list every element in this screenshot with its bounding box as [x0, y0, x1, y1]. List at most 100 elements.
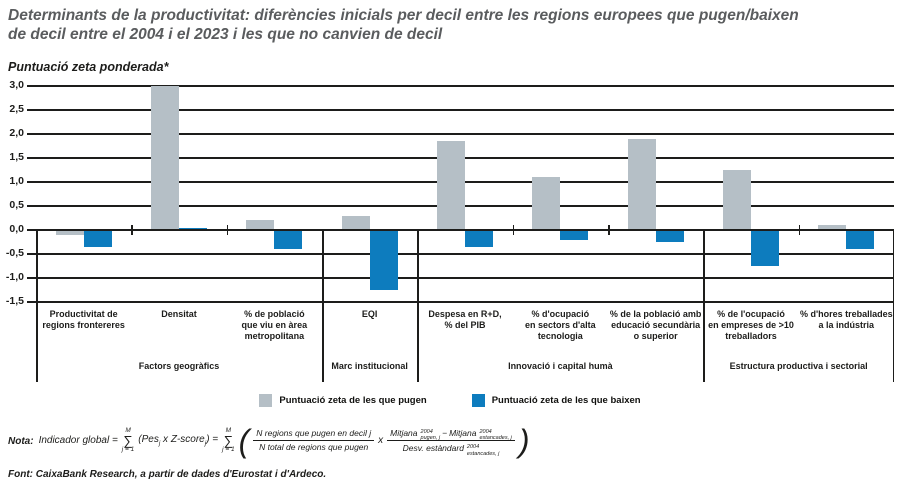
supsub: 2004 estancades, j [466, 444, 500, 457]
y-tick-label: -0,5 [5, 247, 24, 259]
bar-pugen-1[interactable] [55, 230, 84, 235]
y-tick-label: 2,0 [9, 127, 24, 139]
times-sign: x [378, 435, 384, 447]
y-axis-tick [27, 133, 36, 135]
weight-fraction: N regions que pugen en decil j N total d… [253, 428, 375, 453]
y-tick-label: 1,0 [9, 175, 24, 187]
bar-baixen-4[interactable] [369, 230, 398, 290]
group-separator [892, 230, 894, 382]
supsub: 2004 estancades, j [479, 429, 512, 442]
bar-baixen-3[interactable] [274, 230, 303, 250]
legend: Puntuació zeta de les que pugen Puntuació… [0, 394, 900, 407]
category-label: Despesa en R+D, % del PIB [428, 309, 502, 330]
category-label: Densitat [161, 309, 197, 319]
y-tick-label: -1,0 [5, 271, 24, 283]
y-tick-label: 1,5 [9, 151, 24, 163]
gridline [36, 253, 894, 255]
gridline [36, 205, 894, 207]
gridline [36, 133, 894, 135]
bar-baixen-2[interactable] [179, 227, 207, 230]
group-separator [417, 230, 419, 382]
legend-item-pugen: Puntuació zeta de les que pugen [259, 394, 427, 407]
category-tick [608, 225, 610, 235]
y-axis-tick [27, 277, 36, 279]
y-axis-tick [27, 109, 36, 111]
supsub: 2004 pugen, j [420, 429, 441, 442]
bar-pugen-6[interactable] [532, 177, 561, 230]
category-label: % de l'ocupació en empreses de >10 treba… [708, 309, 794, 341]
gridline [36, 109, 894, 111]
bar-baixen-7[interactable] [655, 230, 684, 242]
group-label: Factors geogràfics [138, 361, 220, 371]
group-label: Marc institucional [331, 361, 408, 371]
note: Nota: Indicador global = M ∑ j = 1 (Pesj… [8, 418, 530, 464]
bar-pugen-9[interactable] [818, 225, 847, 230]
legend-swatch-baixen [471, 394, 485, 407]
category-label: % d'hores treballades a la indústria [799, 309, 893, 330]
legend-label: Puntuació zeta de les que pugen [279, 395, 427, 406]
bar-baixen-9[interactable] [846, 230, 875, 250]
gridline [36, 277, 894, 279]
open-paren: ( [238, 422, 250, 459]
group-label: Estructura productiva i sectorial [729, 361, 868, 371]
category-label: EQI [361, 309, 378, 319]
y-axis-tick [27, 85, 36, 87]
bar-baixen-8[interactable] [751, 230, 779, 266]
bar-baixen-1[interactable] [83, 230, 112, 247]
y-tick-label: 3,0 [9, 79, 24, 91]
y-tick-label: 0,0 [9, 223, 24, 235]
gridline [36, 157, 894, 159]
sum-symbol: M ∑ j = 1 [121, 426, 135, 454]
gridline [36, 181, 894, 183]
gridline [36, 301, 894, 303]
axis-unit-label: Puntuació zeta ponderada* [8, 60, 169, 74]
zscore-fraction: Mitjana 2004 pugen, j − Mitjana 2004 estanca… [387, 427, 515, 457]
y-axis-tick [27, 205, 36, 207]
category-label: % d'ocupació en sectors d'alta tecnologi… [524, 309, 596, 341]
category-tick [226, 225, 229, 235]
group-separator [703, 230, 705, 382]
sum-symbol: M ∑ j = 1 [222, 426, 235, 454]
formula-lhs: Indicador global = [38, 435, 118, 447]
formula-weighted-term: (Pesj x Z-scorej) = [138, 434, 219, 448]
y-axis-tick [27, 229, 36, 231]
category-tick [512, 225, 515, 235]
y-tick-label: 0,5 [9, 199, 24, 211]
legend-swatch-pugen [259, 394, 273, 407]
category-tick [798, 225, 801, 235]
source-line: Font: CaixaBank Research, a partir de da… [8, 469, 327, 480]
legend-label: Puntuació zeta de les que baixen [491, 395, 641, 406]
x-axis-zero-line [36, 229, 894, 231]
bar-pugen-8[interactable] [723, 170, 751, 230]
category-label: % de la població amb educació secundària… [609, 309, 702, 341]
bar-pugen-3[interactable] [246, 220, 275, 230]
gridline [36, 85, 894, 87]
note-label: Nota: [8, 435, 34, 447]
group-separator [322, 230, 324, 382]
bar-pugen-2[interactable] [151, 86, 179, 230]
formula: Indicador global = M ∑ j = 1 (Pesj x Z-s… [38, 422, 530, 459]
category-tick [131, 225, 133, 235]
group-separator [36, 230, 38, 382]
y-axis-tick [27, 301, 36, 303]
bar-pugen-4[interactable] [341, 215, 370, 230]
y-axis-tick [27, 253, 36, 255]
close-paren: ) [518, 422, 530, 459]
y-tick-label: -1,5 [5, 295, 24, 307]
bar-pugen-5[interactable] [437, 141, 465, 230]
category-label: % de població que viu en àrea metropolit… [241, 309, 308, 341]
chart-title-line1: Determinants de la productivitat: diferè… [8, 7, 799, 24]
chart-title-line2: de decil entre el 2004 i el 2023 i les q… [8, 26, 443, 43]
chart-title: Determinants de la productivitat: diferè… [8, 6, 896, 44]
bar-baixen-6[interactable] [560, 230, 589, 240]
bar-pugen-7[interactable] [627, 138, 656, 230]
group-label: Innovació i capital humà [508, 361, 613, 371]
legend-item-baixen: Puntuació zeta de les que baixen [471, 394, 641, 407]
y-axis-tick [27, 181, 36, 183]
bar-baixen-5[interactable] [465, 230, 493, 247]
sigma-icon: ∑ [223, 433, 234, 449]
y-tick-label: 2,5 [9, 103, 24, 115]
category-label: Productivitat de regions frontereres [42, 309, 125, 330]
